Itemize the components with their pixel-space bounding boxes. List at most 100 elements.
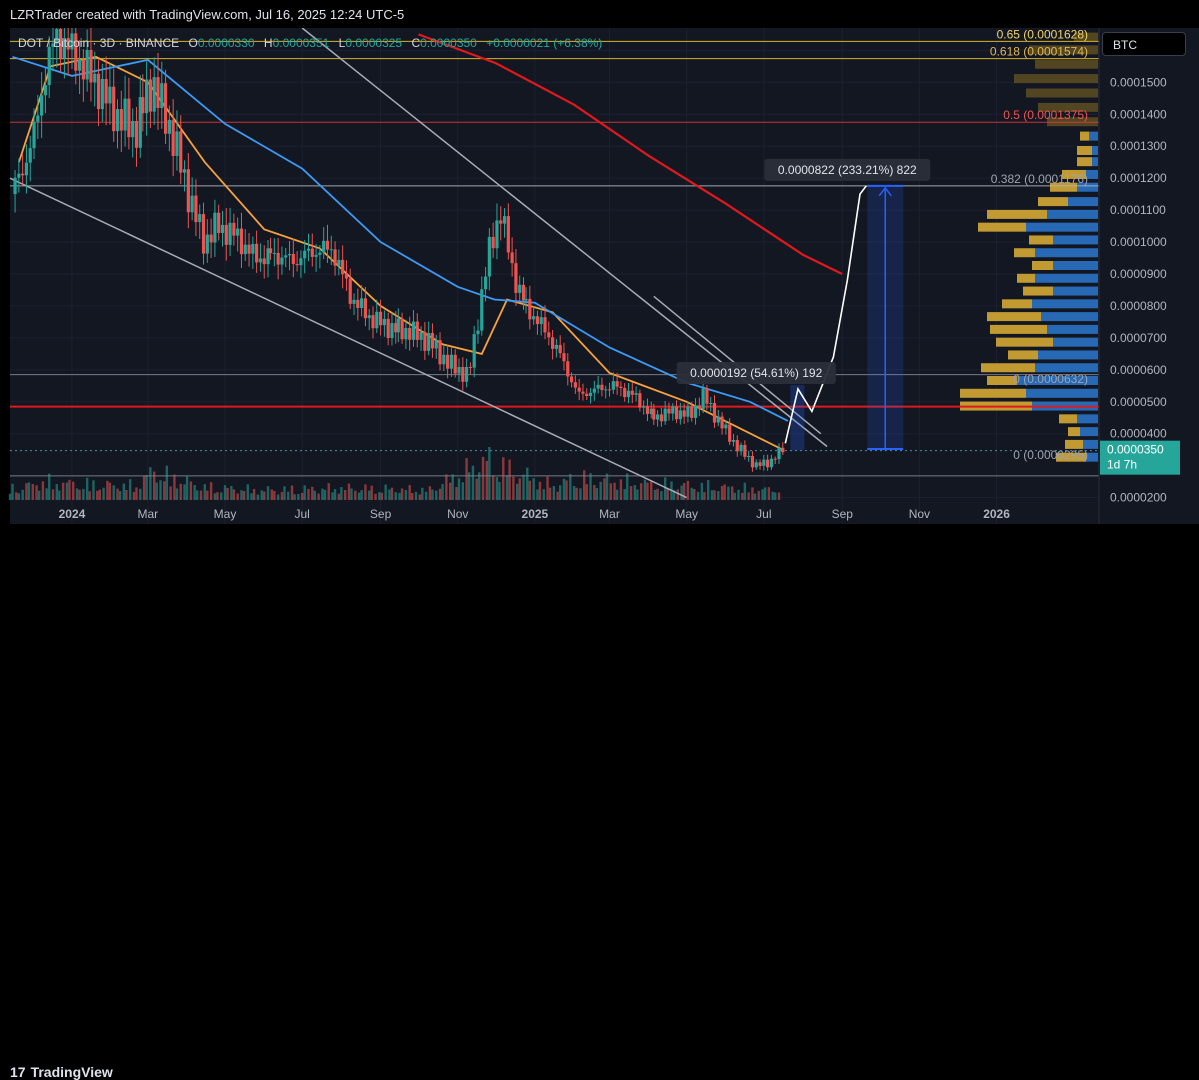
volume-bar bbox=[125, 489, 128, 500]
candle-body bbox=[93, 73, 97, 83]
volume-bar bbox=[461, 482, 465, 500]
volume-bar bbox=[623, 489, 626, 500]
candle-body bbox=[322, 240, 326, 253]
candle-body bbox=[284, 255, 288, 258]
volume-bar bbox=[173, 474, 176, 500]
currency-button[interactable]: BTC bbox=[1102, 32, 1186, 56]
close-value: 0.0000350 bbox=[420, 36, 477, 50]
volume-bar bbox=[629, 486, 633, 500]
price-tick-label: 0.0000500 bbox=[1110, 395, 1167, 409]
candle-body bbox=[697, 405, 701, 409]
candle-body bbox=[108, 86, 112, 104]
candle-body bbox=[134, 121, 139, 148]
price-tick-label: 0.0000200 bbox=[1110, 491, 1167, 505]
volume-bar bbox=[260, 490, 263, 500]
candle-body bbox=[363, 298, 368, 319]
time-tick-label: 2026 bbox=[983, 507, 1010, 521]
candle-body bbox=[573, 382, 577, 388]
volume-bar bbox=[313, 490, 317, 500]
volume-bar bbox=[236, 493, 239, 500]
candle-body bbox=[77, 59, 82, 71]
candle-body bbox=[258, 258, 263, 263]
volume-bar bbox=[283, 486, 286, 500]
volume-bar bbox=[502, 457, 505, 500]
volume-bar bbox=[536, 489, 539, 500]
volume-profile-bar-blue bbox=[1077, 414, 1098, 424]
volume-bar bbox=[364, 484, 367, 500]
candle-body bbox=[148, 79, 152, 112]
volume-bar bbox=[532, 478, 535, 500]
volume-bar bbox=[8, 493, 12, 500]
candle-body bbox=[630, 390, 634, 395]
candle-body bbox=[262, 258, 266, 265]
volume-profile-bar-blue bbox=[1053, 261, 1098, 270]
fib-labels: 0.65 (0.0001628) 0.618 (0.0001574) 0.5 (0.… bbox=[990, 27, 1088, 461]
time-tick-label: Mar bbox=[599, 507, 620, 521]
volume-profile-bar-blue bbox=[1092, 145, 1098, 155]
volume-profile-bar-gold bbox=[978, 222, 1026, 232]
candle-body bbox=[446, 354, 450, 369]
volume-bar bbox=[646, 482, 649, 500]
volume-bar bbox=[343, 489, 347, 500]
volume-bar bbox=[488, 446, 491, 500]
candle-body bbox=[243, 244, 247, 255]
candle-body bbox=[255, 243, 259, 263]
volume-bar bbox=[37, 490, 41, 500]
candle-body bbox=[528, 298, 532, 320]
volume-bar bbox=[757, 490, 760, 500]
volume-bar bbox=[337, 493, 341, 500]
volume-bar bbox=[203, 484, 206, 500]
candle-body bbox=[649, 408, 653, 415]
volume-bar bbox=[636, 489, 639, 500]
volume-bar bbox=[199, 490, 203, 500]
time-tick-label: Nov bbox=[447, 507, 468, 521]
price-tick-label: 0.0000600 bbox=[1110, 363, 1167, 377]
volume-bar bbox=[693, 489, 696, 500]
candle-body bbox=[728, 424, 732, 442]
volume-bar bbox=[152, 471, 156, 500]
price-tick-label: 0.0001000 bbox=[1110, 235, 1167, 249]
volume-profile-bar-blue bbox=[1083, 439, 1098, 449]
candle-body bbox=[678, 410, 682, 420]
volume-bar bbox=[108, 482, 112, 500]
volume-bar bbox=[465, 457, 468, 500]
volume-bar bbox=[368, 490, 371, 500]
candle-body bbox=[119, 109, 123, 131]
candle-body bbox=[167, 119, 171, 134]
volume-bar bbox=[398, 492, 401, 500]
price-tick-label: 0.0001300 bbox=[1110, 139, 1167, 153]
symbol-label[interactable]: DOT / Bitcoin · 3D · BINANCE bbox=[18, 36, 180, 50]
candle-body bbox=[295, 264, 299, 266]
candle-body bbox=[17, 173, 21, 178]
candle-body bbox=[438, 340, 442, 365]
high-label: H bbox=[263, 36, 273, 50]
volume-bar bbox=[15, 492, 18, 500]
volume-bar bbox=[246, 484, 249, 500]
volume-bar bbox=[357, 492, 361, 500]
time-tick-label: Sep bbox=[370, 507, 392, 521]
candle-body bbox=[205, 234, 209, 254]
volume-bar bbox=[763, 487, 767, 500]
volume-bar bbox=[528, 480, 532, 500]
tradingview-logo[interactable]: 17 TradingView bbox=[10, 1064, 113, 1080]
candle-body bbox=[607, 389, 612, 391]
candle-body bbox=[430, 333, 435, 349]
candle-body bbox=[686, 406, 690, 417]
fib-level-label: 0.618 (0.0001574) bbox=[990, 45, 1088, 59]
volume-bar bbox=[122, 483, 126, 500]
volume-bar bbox=[572, 486, 576, 500]
candle-body bbox=[731, 439, 736, 442]
volume-bar bbox=[290, 485, 294, 500]
volume-bar bbox=[232, 489, 236, 500]
volume-profile-bar-blue bbox=[1086, 169, 1098, 179]
candle-body bbox=[280, 257, 284, 265]
candle-body bbox=[449, 354, 454, 369]
volume-bar bbox=[593, 484, 596, 500]
volume-bar bbox=[380, 492, 384, 500]
price-chart[interactable]: 0.65 (0.0001628) 0.618 (0.0001574) 0.5 (0.… bbox=[0, 0, 1199, 562]
candle-body bbox=[483, 276, 488, 290]
volume-bar bbox=[226, 487, 229, 500]
time-tick-label: Nov bbox=[909, 507, 930, 521]
candle-body bbox=[160, 83, 164, 109]
volume-bar bbox=[485, 460, 489, 500]
